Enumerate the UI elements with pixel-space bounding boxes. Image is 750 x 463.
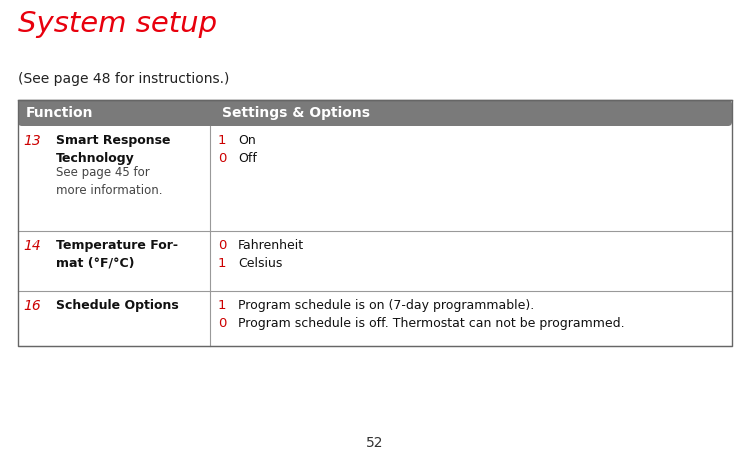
- Text: 1: 1: [218, 257, 226, 270]
- Text: 0: 0: [218, 239, 226, 252]
- Text: See page 45 for
more information.: See page 45 for more information.: [56, 166, 163, 197]
- Text: Function: Function: [26, 106, 94, 120]
- Text: Fahrenheit: Fahrenheit: [238, 239, 304, 252]
- Text: 1: 1: [218, 299, 226, 312]
- FancyBboxPatch shape: [18, 100, 732, 126]
- Text: 52: 52: [366, 436, 384, 450]
- Text: 14: 14: [23, 239, 40, 253]
- Text: Settings & Options: Settings & Options: [222, 106, 370, 120]
- Text: Off: Off: [238, 152, 256, 165]
- Text: Celsius: Celsius: [238, 257, 282, 270]
- Text: 1: 1: [218, 134, 226, 147]
- Text: Smart Response
Technology: Smart Response Technology: [56, 134, 170, 165]
- Text: 16: 16: [23, 299, 40, 313]
- Text: 0: 0: [218, 152, 226, 165]
- Bar: [18, 100, 732, 346]
- Text: Program schedule is on (7-day programmable).: Program schedule is on (7-day programmab…: [238, 299, 534, 312]
- Text: System setup: System setup: [18, 10, 217, 38]
- Text: Temperature For-
mat (°F/°C): Temperature For- mat (°F/°C): [56, 239, 178, 270]
- Text: 0: 0: [218, 317, 226, 330]
- Text: (See page 48 for instructions.): (See page 48 for instructions.): [18, 72, 229, 86]
- Text: Schedule Options: Schedule Options: [56, 299, 178, 312]
- Text: Program schedule is off. Thermostat can not be programmed.: Program schedule is off. Thermostat can …: [238, 317, 625, 330]
- Text: On: On: [238, 134, 256, 147]
- Text: 13: 13: [23, 134, 40, 148]
